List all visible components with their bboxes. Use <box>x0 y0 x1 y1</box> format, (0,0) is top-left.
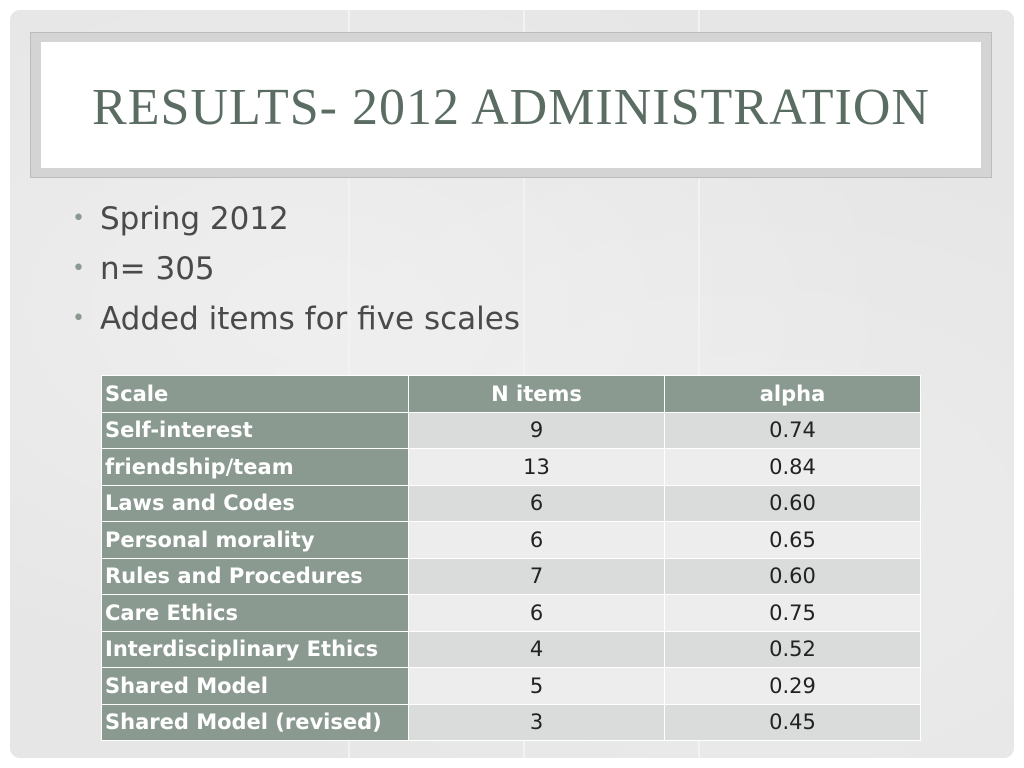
results-table: Scale N items alpha Self-interest 9 0.74… <box>101 375 921 741</box>
table-row: Shared Model 5 0.29 <box>101 667 921 705</box>
alpha-cell: 0.29 <box>664 667 921 705</box>
table-row: friendship/team 13 0.84 <box>101 448 921 486</box>
scale-cell: Self-interest <box>101 411 409 449</box>
scale-cell: Interdisciplinary Ethics <box>101 630 409 668</box>
bullet-list: • Spring 2012 • n= 305 • Added items for fi… <box>72 194 520 344</box>
scale-cell: Care Ethics <box>101 594 409 632</box>
table-header-row: Scale N items alpha <box>101 375 921 413</box>
n-items-cell: 3 <box>408 703 665 741</box>
table-row: Interdisciplinary Ethics 4 0.52 <box>101 630 921 668</box>
n-items-cell: 6 <box>408 594 665 632</box>
n-items-cell: 9 <box>408 411 665 449</box>
alpha-cell: 0.60 <box>664 557 921 595</box>
table-row: Rules and Procedures 7 0.60 <box>101 557 921 595</box>
table-row: Care Ethics 6 0.75 <box>101 594 921 632</box>
table-row: Shared Model (revised) 3 0.45 <box>101 703 921 741</box>
header-alpha: alpha <box>664 375 921 413</box>
bullet-icon: • <box>72 256 85 281</box>
scale-cell: Laws and Codes <box>101 484 409 522</box>
scale-cell: Personal morality <box>101 521 409 559</box>
alpha-cell: 0.74 <box>664 411 921 449</box>
alpha-cell: 0.65 <box>664 521 921 559</box>
bullet-item: • n= 305 <box>72 244 520 294</box>
header-n-items: N items <box>408 375 665 413</box>
n-items-cell: 4 <box>408 630 665 668</box>
scale-cell: friendship/team <box>101 448 409 486</box>
alpha-cell: 0.52 <box>664 630 921 668</box>
alpha-cell: 0.75 <box>664 594 921 632</box>
table-row: Self-interest 9 0.74 <box>101 411 921 449</box>
alpha-cell: 0.45 <box>664 703 921 741</box>
bullet-text: Spring 2012 <box>100 201 289 237</box>
bullet-text: Added items for five scales <box>100 301 520 337</box>
bullet-icon: • <box>72 306 85 331</box>
alpha-cell: 0.60 <box>664 484 921 522</box>
slide-title: RESULTS- 2012 ADMINISTRATION <box>92 78 930 136</box>
n-items-cell: 7 <box>408 557 665 595</box>
n-items-cell: 6 <box>408 484 665 522</box>
bullet-item: • Spring 2012 <box>72 194 520 244</box>
bullet-item: • Added items for five scales <box>72 294 520 344</box>
scale-cell: Shared Model <box>101 667 409 705</box>
bullet-text: n= 305 <box>100 251 215 287</box>
alpha-cell: 0.84 <box>664 448 921 486</box>
header-scale: Scale <box>101 375 409 413</box>
slide: RESULTS- 2012 ADMINISTRATION • Spring 201… <box>10 10 1014 758</box>
title-box: RESULTS- 2012 ADMINISTRATION <box>41 42 981 168</box>
n-items-cell: 6 <box>408 521 665 559</box>
table-row: Personal morality 6 0.65 <box>101 521 921 559</box>
n-items-cell: 5 <box>408 667 665 705</box>
scale-cell: Rules and Procedures <box>101 557 409 595</box>
scale-cell: Shared Model (revised) <box>101 703 409 741</box>
n-items-cell: 13 <box>408 448 665 486</box>
bullet-icon: • <box>72 206 85 231</box>
table-row: Laws and Codes 6 0.60 <box>101 484 921 522</box>
title-frame: RESULTS- 2012 ADMINISTRATION <box>30 32 992 178</box>
